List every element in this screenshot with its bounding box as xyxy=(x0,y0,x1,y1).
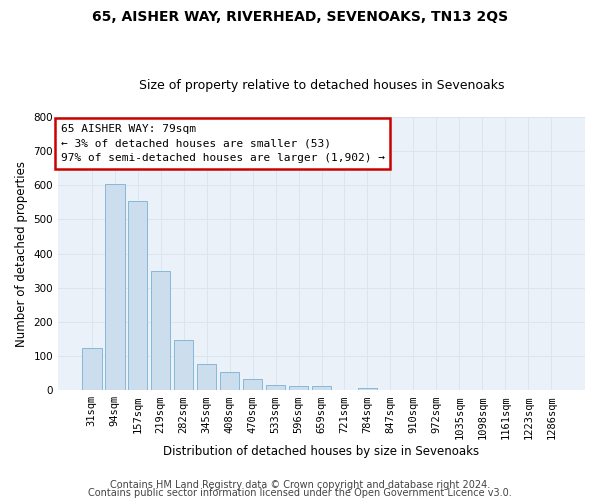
Text: 65 AISHER WAY: 79sqm
← 3% of detached houses are smaller (53)
97% of semi-detach: 65 AISHER WAY: 79sqm ← 3% of detached ho… xyxy=(61,124,385,163)
Bar xyxy=(174,340,193,390)
Bar xyxy=(220,372,239,390)
Bar xyxy=(358,388,377,390)
Text: Contains HM Land Registry data © Crown copyright and database right 2024.: Contains HM Land Registry data © Crown c… xyxy=(110,480,490,490)
Bar xyxy=(128,201,148,390)
Bar xyxy=(151,272,170,390)
Text: Contains public sector information licensed under the Open Government Licence v3: Contains public sector information licen… xyxy=(88,488,512,498)
Title: Size of property relative to detached houses in Sevenoaks: Size of property relative to detached ho… xyxy=(139,79,504,92)
Bar xyxy=(105,184,125,390)
Text: 65, AISHER WAY, RIVERHEAD, SEVENOAKS, TN13 2QS: 65, AISHER WAY, RIVERHEAD, SEVENOAKS, TN… xyxy=(92,10,508,24)
Bar xyxy=(312,386,331,390)
Bar xyxy=(197,364,217,390)
Bar xyxy=(82,348,101,391)
Bar xyxy=(266,385,286,390)
X-axis label: Distribution of detached houses by size in Sevenoaks: Distribution of detached houses by size … xyxy=(163,444,479,458)
Y-axis label: Number of detached properties: Number of detached properties xyxy=(15,160,28,346)
Bar xyxy=(243,379,262,390)
Bar xyxy=(289,386,308,390)
